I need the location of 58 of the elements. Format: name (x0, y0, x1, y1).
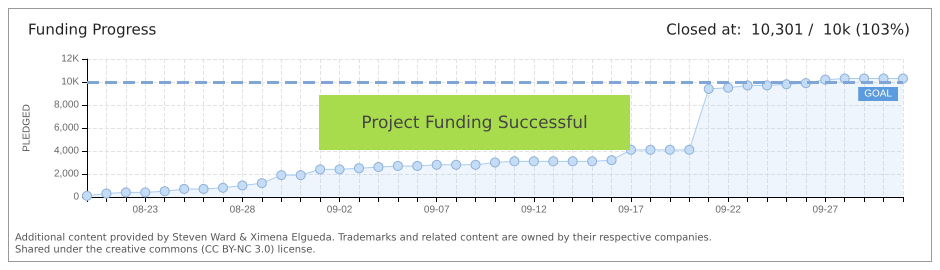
point (898, 74, 908, 84)
x-tick-label: 09-17 (618, 204, 644, 216)
point (237, 180, 248, 190)
y-tick-label: 8,000 (54, 100, 80, 110)
ref-line-label: GOAL (864, 88, 892, 100)
point (509, 156, 520, 166)
y-tick-label: 6,000 (54, 122, 80, 134)
y-axis-title: PLEDGED (22, 104, 32, 152)
point (528, 156, 539, 166)
point (664, 144, 675, 155)
point (276, 170, 286, 180)
point (120, 187, 131, 198)
x-tick-label: 08-28 (230, 204, 256, 216)
point (296, 170, 306, 180)
point (140, 187, 150, 198)
annotation: Project Funding Successful (361, 112, 588, 133)
point (470, 160, 481, 170)
point (432, 160, 442, 170)
point (334, 164, 345, 174)
text: Shared under the creative commons (CC BY-NC 3.0) license. (15, 244, 316, 256)
point (373, 162, 384, 172)
point (392, 160, 403, 171)
point (179, 184, 190, 194)
chart-subtitle: Closed at: 10,301 / 10k (103%) (666, 20, 910, 38)
x-tick-label: 09-02 (326, 204, 353, 216)
point (762, 80, 772, 90)
point (704, 84, 714, 94)
point (587, 156, 598, 166)
point (82, 190, 92, 201)
y-tick-label: 0 (73, 192, 80, 202)
text: Additional content provided by Steven Ward & Ximena Elgueda. Trademarks and related content are owned by their respective companies. (15, 232, 712, 244)
x-tick-label: 09-12 (521, 204, 548, 216)
point (684, 144, 694, 155)
point (198, 184, 209, 194)
point (548, 156, 558, 166)
chart-title: Funding Progress (28, 20, 157, 38)
x-tick-label: 08-23 (132, 204, 159, 216)
point (315, 164, 326, 174)
point (256, 178, 267, 188)
point (412, 160, 422, 171)
y-tick-label: 10K (61, 76, 80, 88)
point (160, 186, 170, 196)
x-tick-label: 09-22 (715, 204, 742, 216)
x-tick-label: 09-27 (812, 204, 839, 216)
point (568, 156, 578, 166)
point (218, 182, 228, 193)
y-tick-label: 4,000 (54, 146, 80, 156)
banner: Project Funding Successful (319, 95, 630, 150)
point (490, 158, 500, 168)
point (645, 144, 656, 155)
point (606, 155, 617, 166)
y-tick-label: 12K (61, 54, 80, 64)
y-tick-label: 2,000 (54, 168, 80, 180)
point (101, 188, 112, 199)
point (354, 163, 364, 174)
point (451, 160, 462, 170)
x-tick-label: 09-07 (424, 204, 450, 216)
point (723, 82, 734, 93)
